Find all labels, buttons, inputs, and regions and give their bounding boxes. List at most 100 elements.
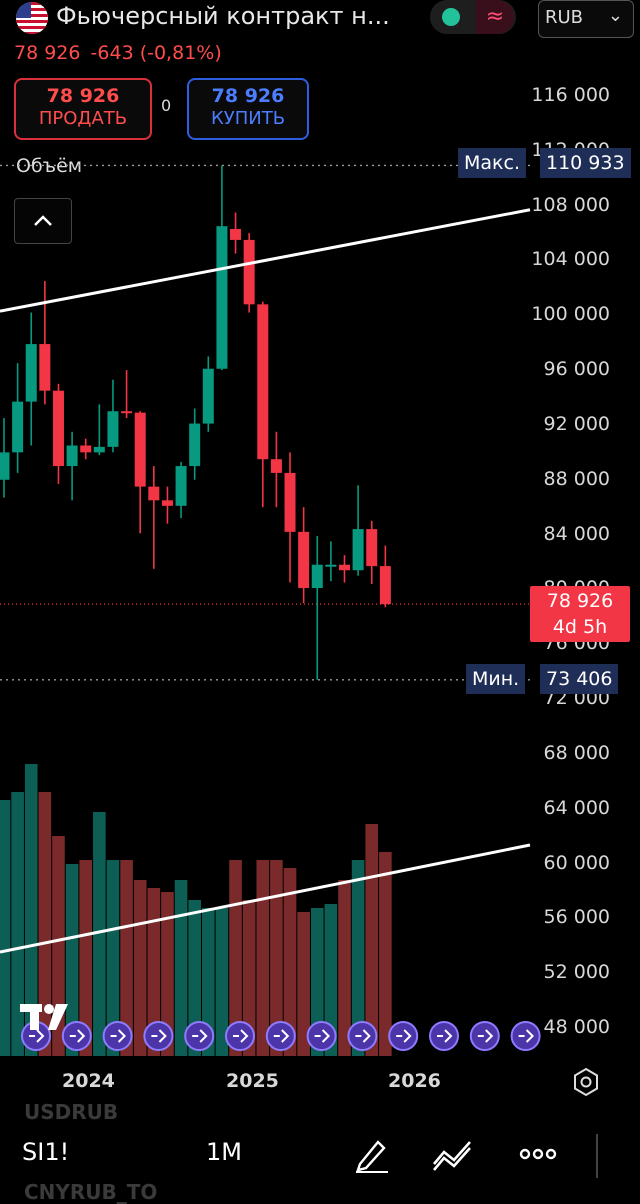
y-tick: 104 000 (531, 248, 610, 271)
event-marker-arrow (355, 1029, 371, 1043)
currency-select[interactable]: RUB ⌄ (538, 0, 634, 38)
collapse-button[interactable] (14, 198, 72, 244)
event-marker-icon (143, 1021, 174, 1051)
candle-body (148, 486, 160, 501)
tradingview-logo (18, 1000, 78, 1040)
chevron-down-icon: ⌄ (607, 5, 623, 26)
y-tick: 92 000 (543, 412, 610, 435)
y-tick: 108 000 (531, 193, 610, 216)
event-marker-icon (347, 1021, 378, 1051)
x-tick: 2025 (226, 1070, 279, 1092)
volume-bar (338, 880, 351, 1056)
volume-bar (202, 908, 215, 1056)
event-marker-arrow (29, 1029, 45, 1043)
candle-body (339, 564, 350, 571)
market-status-pill[interactable]: ≈ (430, 0, 516, 34)
bar-countdown: 4d 5h (552, 616, 608, 638)
volume-bar (11, 792, 24, 1056)
price-chart[interactable] (0, 0, 640, 1100)
volume-bar (351, 860, 365, 1056)
max-label: Макс. (458, 148, 526, 178)
y-tick: 100 000 (531, 303, 610, 326)
candle-body (175, 466, 187, 506)
volume-bar (365, 824, 379, 1056)
min-value: 73 406 (540, 664, 619, 694)
wave-icon: ≈ (476, 0, 514, 34)
event-marker-arrow (314, 1029, 331, 1043)
spread-value: 0 (161, 96, 172, 115)
max-value: 110 933 (540, 148, 631, 178)
symbol-button[interactable]: SI1! (22, 1138, 70, 1166)
us-flag-icon (16, 2, 48, 34)
candle-body (243, 239, 255, 305)
event-marker-arrow (437, 1029, 453, 1043)
volume-bar (379, 852, 392, 1056)
volume-bar (297, 912, 310, 1056)
chart-settings-icon[interactable] (570, 1066, 602, 1098)
candle-body (66, 445, 78, 467)
y-tick: 52 000 (543, 961, 610, 984)
event-marker-icon (469, 1021, 500, 1051)
volume-bar (0, 800, 11, 1056)
event-marker-arrow (233, 1029, 249, 1043)
ghost-symbol: CNYRUB_TO (24, 1180, 158, 1204)
volume-bar (242, 900, 256, 1056)
sell-button[interactable]: 78 926 ПРОДАТЬ (14, 78, 152, 140)
candle-body (39, 344, 51, 391)
candle-body (12, 401, 24, 453)
event-marker-icon (225, 1021, 255, 1051)
sell-label: ПРОДАТЬ (38, 108, 128, 129)
candle-body (325, 564, 337, 567)
event-marker-icon (61, 1021, 92, 1051)
sell-price: 78 926 (46, 85, 120, 107)
event-marker-icon (265, 1021, 296, 1051)
volume-bar (283, 868, 297, 1056)
interval-button[interactable]: 1M (206, 1138, 242, 1166)
market-open-icon (442, 8, 460, 26)
candle-body (121, 411, 133, 414)
buy-button[interactable]: 78 926 КУПИТЬ (187, 78, 309, 140)
event-marker-icon (184, 1021, 215, 1051)
volume-bar (24, 764, 38, 1056)
x-tick: 2024 (62, 1070, 115, 1092)
event-marker-arrow (477, 1029, 494, 1043)
instrument-title[interactable]: Фьючерсный контракт н... (56, 2, 390, 30)
event-marker-icon (388, 1021, 419, 1051)
candle-body (80, 445, 92, 453)
volume-bar (310, 908, 324, 1056)
event-marker-arrow (110, 1029, 127, 1043)
event-marker-arrow (396, 1029, 412, 1043)
volume-bar (106, 860, 120, 1056)
volume-bar (120, 860, 133, 1056)
ghost-symbol: USDRUB (24, 1100, 119, 1124)
candle-body (379, 566, 391, 605)
y-tick: 96 000 (543, 358, 610, 381)
candle-body (161, 500, 173, 506)
event-marker-arrow (69, 1029, 86, 1043)
volume-bar (188, 900, 201, 1056)
indicators-icon[interactable] (430, 1134, 474, 1174)
volume-bar (324, 904, 338, 1056)
candle-body (366, 529, 378, 567)
buy-label: КУПИТЬ (210, 108, 286, 129)
volume-bar (65, 864, 79, 1056)
event-marker-icon (429, 1021, 459, 1051)
y-tick: 56 000 (543, 906, 610, 929)
event-marker-icon (102, 1021, 133, 1051)
y-tick: 88 000 (543, 467, 610, 490)
more-options-icon[interactable] (516, 1134, 560, 1174)
event-marker-arrow (273, 1029, 290, 1043)
y-tick: 60 000 (543, 851, 610, 874)
y-tick: 64 000 (543, 796, 610, 819)
volume-bar (256, 860, 270, 1056)
event-marker-arrow (518, 1029, 535, 1043)
current-price-value: 78 926 (546, 590, 614, 612)
y-tick: 84 000 (543, 522, 610, 545)
x-tick: 2026 (388, 1070, 441, 1092)
drawing-tools-icon[interactable] (350, 1134, 394, 1174)
candle-body (93, 446, 105, 453)
candle-body (25, 344, 37, 402)
volume-bar (161, 892, 174, 1056)
candle-body (230, 228, 242, 240)
volume-bar (147, 888, 161, 1056)
